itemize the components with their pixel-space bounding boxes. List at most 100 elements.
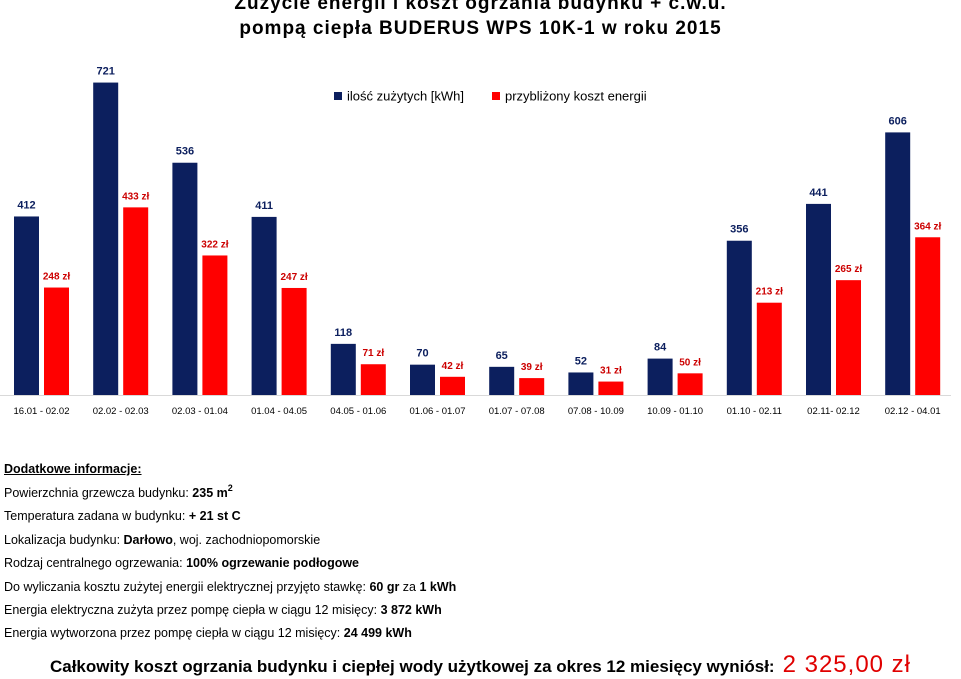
value-label-cost-0: 248 zł bbox=[43, 272, 70, 283]
info-temp-label: Temperatura zadana w budynku: bbox=[4, 509, 189, 524]
x-tick-label-1: 02.02 - 02.03 bbox=[93, 406, 149, 417]
bar-chart: ilość zużytych [kWh] przybliżony koszt en… bbox=[0, 66, 951, 417]
total-cost: Całkowity koszt ogrzania budynku i ciepł… bbox=[0, 651, 961, 679]
info-loc-value: Darłowo bbox=[123, 532, 173, 547]
chart-title: Zużycie energii i koszt ogrzania budynku… bbox=[0, 0, 961, 41]
bar-energy-6 bbox=[489, 366, 515, 395]
x-tick-label-3: 01.04 - 04.05 bbox=[251, 406, 307, 417]
info-energy-used: Energia elektryczna zużyta przez pompę c… bbox=[4, 599, 456, 622]
additional-info: Dodatkowe informacje: Powierzchnia grzew… bbox=[4, 462, 456, 646]
bar-cost-0 bbox=[44, 287, 69, 395]
info-area: Powierzchnia grzewcza budynku: 235 m2 bbox=[4, 482, 456, 505]
value-label-energy-3: 411 bbox=[255, 200, 273, 212]
value-label-energy-7: 52 bbox=[575, 355, 587, 367]
chart-title-line-1: Zużycie energii i koszt ogrzania budynku… bbox=[234, 0, 727, 14]
x-tick-label-4: 04.05 - 01.06 bbox=[330, 406, 386, 417]
bar-cost-6 bbox=[519, 378, 545, 395]
info-rate-unit: 1 kWh bbox=[419, 579, 457, 594]
x-tick-label-0: 16.01 - 02.02 bbox=[14, 406, 70, 417]
bar-energy-5 bbox=[410, 364, 435, 395]
info-header: Dodatkowe informacje: bbox=[4, 462, 142, 476]
legend-label-1: przybliżony koszt energii bbox=[505, 89, 647, 104]
chart-legend: ilość zużytych [kWh] przybliżony koszt en… bbox=[334, 89, 647, 104]
info-rate-label: Do wyliczania kosztu zużytej energii ele… bbox=[4, 579, 370, 594]
info-loc-label: Lokalizacja budynku: bbox=[4, 532, 124, 547]
value-label-energy-1: 721 bbox=[97, 66, 115, 78]
bar-cost-2 bbox=[202, 255, 228, 395]
info-energy-produced: Energia wytworzona przez pompę ciepła w … bbox=[4, 622, 456, 645]
value-label-cost-6: 39 zł bbox=[521, 362, 543, 373]
info-used-label: Energia elektryczna zużyta przez pompę c… bbox=[4, 602, 381, 617]
info-heating-label: Rodzaj centralnego ogrzewania: bbox=[4, 556, 187, 571]
bar-cost-9 bbox=[756, 302, 782, 395]
bar-energy-10 bbox=[806, 203, 831, 395]
chart-value-labels: 412 248 zł 721 433 zł 536 322 zł 411 247 zł 118 7… bbox=[17, 66, 941, 377]
chart-x-tick-labels: 16.01 - 02.02 02.02 - 02.03 02.03 - 01.04 0… bbox=[14, 406, 941, 417]
value-label-cost-11: 364 zł bbox=[914, 221, 941, 232]
bar-energy-3 bbox=[251, 216, 277, 395]
bar-cost-10 bbox=[836, 280, 861, 395]
info-produced-value: 24 499 kWh bbox=[343, 626, 412, 641]
value-label-energy-10: 441 bbox=[809, 187, 827, 199]
value-label-energy-2: 536 bbox=[176, 146, 194, 158]
legend-label-0: ilość zużytych [kWh] bbox=[347, 89, 464, 104]
value-label-cost-8: 50 zł bbox=[679, 357, 701, 368]
value-label-energy-11: 606 bbox=[889, 115, 907, 127]
info-area-sup: 2 bbox=[227, 483, 233, 493]
bar-energy-8 bbox=[647, 358, 673, 395]
x-tick-label-7: 07.08 - 10.09 bbox=[568, 406, 624, 417]
bar-energy-11 bbox=[885, 132, 911, 395]
value-label-energy-8: 84 bbox=[654, 342, 667, 354]
info-rate: Do wyliczania kosztu zużytej energii ele… bbox=[4, 576, 456, 599]
value-label-cost-7: 31 zł bbox=[600, 366, 622, 377]
value-label-cost-1: 433 zł bbox=[122, 191, 149, 202]
bar-cost-7 bbox=[598, 381, 624, 395]
x-tick-label-2: 02.03 - 01.04 bbox=[172, 406, 228, 417]
value-label-cost-4: 71 zł bbox=[362, 348, 384, 359]
info-area-label: Powierzchnia grzewcza budynku: bbox=[4, 486, 193, 500]
bar-cost-11 bbox=[915, 237, 941, 395]
legend-swatch-0 bbox=[334, 92, 342, 100]
info-heating: Rodzaj centralnego ogrzewania: 100% ogrz… bbox=[4, 552, 456, 575]
bar-energy-1 bbox=[93, 82, 119, 396]
info-heating-value: 100% ogrzewanie podłogowe bbox=[186, 556, 360, 571]
bar-energy-9 bbox=[726, 240, 752, 395]
info-produced-label: Energia wytworzona przez pompę ciepła w … bbox=[4, 626, 344, 641]
bar-energy-0 bbox=[14, 216, 39, 395]
value-label-energy-5: 70 bbox=[416, 348, 428, 360]
info-rate-value: 60 gr bbox=[369, 579, 400, 594]
x-tick-label-10: 02.11- 02.12 bbox=[807, 406, 860, 417]
info-used-value: 3 872 kWh bbox=[380, 602, 442, 617]
total-cost-amount: 2 325,00 zł bbox=[782, 651, 912, 678]
bar-cost-5 bbox=[440, 376, 465, 395]
chart-title-line-2: pompą ciepła BUDERUS WPS 10K-1 w roku 20… bbox=[239, 18, 722, 39]
value-label-energy-0: 412 bbox=[17, 199, 35, 211]
value-label-cost-3: 247 zł bbox=[280, 272, 307, 283]
total-cost-label: Całkowity koszt ogrzania budynku i ciepł… bbox=[49, 657, 775, 676]
value-label-energy-9: 356 bbox=[730, 224, 748, 236]
x-tick-label-5: 01.06 - 01.07 bbox=[410, 406, 466, 417]
info-temp-value: + 21 st C bbox=[188, 509, 241, 524]
value-label-energy-4: 118 bbox=[334, 327, 352, 339]
bar-cost-4 bbox=[360, 364, 386, 395]
bar-cost-8 bbox=[677, 373, 703, 395]
x-tick-label-11: 02.12 - 04.01 bbox=[885, 406, 941, 417]
bar-energy-4 bbox=[330, 343, 356, 395]
x-tick-label-8: 10.09 - 01.10 bbox=[647, 406, 703, 417]
bar-cost-3 bbox=[281, 287, 307, 395]
value-label-cost-9: 213 zł bbox=[756, 287, 783, 298]
chart-bars bbox=[0, 82, 951, 396]
info-rate-mid: za bbox=[399, 579, 420, 594]
value-label-cost-5: 42 zł bbox=[442, 361, 464, 372]
bar-cost-1 bbox=[123, 207, 149, 395]
bar-energy-2 bbox=[172, 162, 198, 395]
x-tick-label-9: 01.10 - 02.11 bbox=[727, 406, 782, 417]
value-label-energy-6: 65 bbox=[496, 350, 508, 362]
info-temperature: Temperatura zadana w budynku: + 21 st C bbox=[4, 505, 456, 528]
bar-energy-7 bbox=[568, 372, 594, 395]
value-label-cost-2: 322 zł bbox=[201, 239, 228, 250]
x-tick-label-6: 01.07 - 07.08 bbox=[489, 406, 545, 417]
info-loc-suffix: , woj. zachodniopomorskie bbox=[172, 532, 321, 547]
info-area-value: 235 m bbox=[192, 486, 228, 500]
value-label-cost-10: 265 zł bbox=[835, 264, 862, 275]
